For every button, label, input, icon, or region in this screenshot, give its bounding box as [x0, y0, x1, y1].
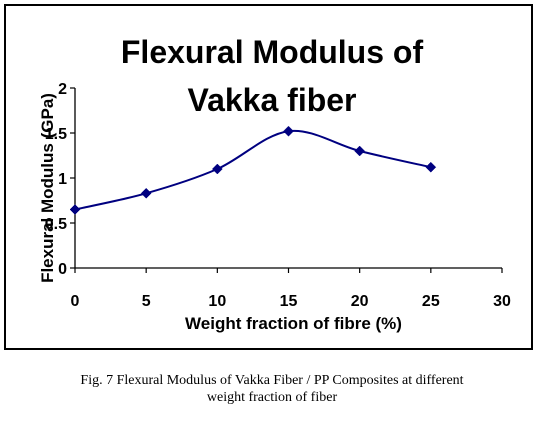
chart-title-line-2: Vakka fiber: [188, 82, 357, 118]
x-axis-label: Weight fraction of fibre (%): [185, 314, 402, 333]
caption-line-1: Fig. 7 Flexural Modulus of Vakka Fiber /…: [80, 373, 464, 388]
x-tick-label: 15: [280, 293, 298, 310]
data-point: [211, 163, 223, 175]
figure-caption: Fig. 7 Flexural Modulus of Vakka Fiber /…: [0, 372, 544, 406]
data-point: [69, 204, 81, 215]
data-point: [425, 161, 437, 173]
y-tick-label: 0.5: [45, 216, 67, 233]
x-tick-label: 30: [493, 293, 511, 310]
y-tick-label: 2: [58, 81, 67, 98]
x-tick-label: 10: [208, 293, 226, 310]
chart-axes: [70, 87, 503, 273]
chart-title: Flexural Modulus of Vakka fiber: [121, 34, 424, 118]
data-point: [283, 125, 294, 137]
x-tick-label: 5: [142, 293, 151, 310]
data-point: [354, 145, 366, 157]
x-tick-label: 20: [351, 293, 369, 310]
tick-labels: 0 5 10 15 20 25 30 0 0.5 1 1.5 2: [45, 81, 511, 310]
data-point: [140, 187, 152, 199]
y-tick-label: 0: [58, 261, 67, 278]
y-tick-label: 1: [58, 171, 67, 188]
caption-line-2: weight fraction of fiber: [206, 390, 338, 405]
y-tick-label: 1.5: [45, 126, 67, 143]
series-line-0: [74, 129, 432, 211]
chart-frame: [4, 4, 533, 350]
x-tick-label: 25: [422, 293, 440, 310]
y-axis-label: Flexural Modulus (GPa): [38, 93, 57, 283]
chart-title-line-1: Flexural Modulus of: [121, 34, 424, 70]
x-tick-label: 0: [71, 293, 80, 310]
series-group: [69, 125, 437, 215]
